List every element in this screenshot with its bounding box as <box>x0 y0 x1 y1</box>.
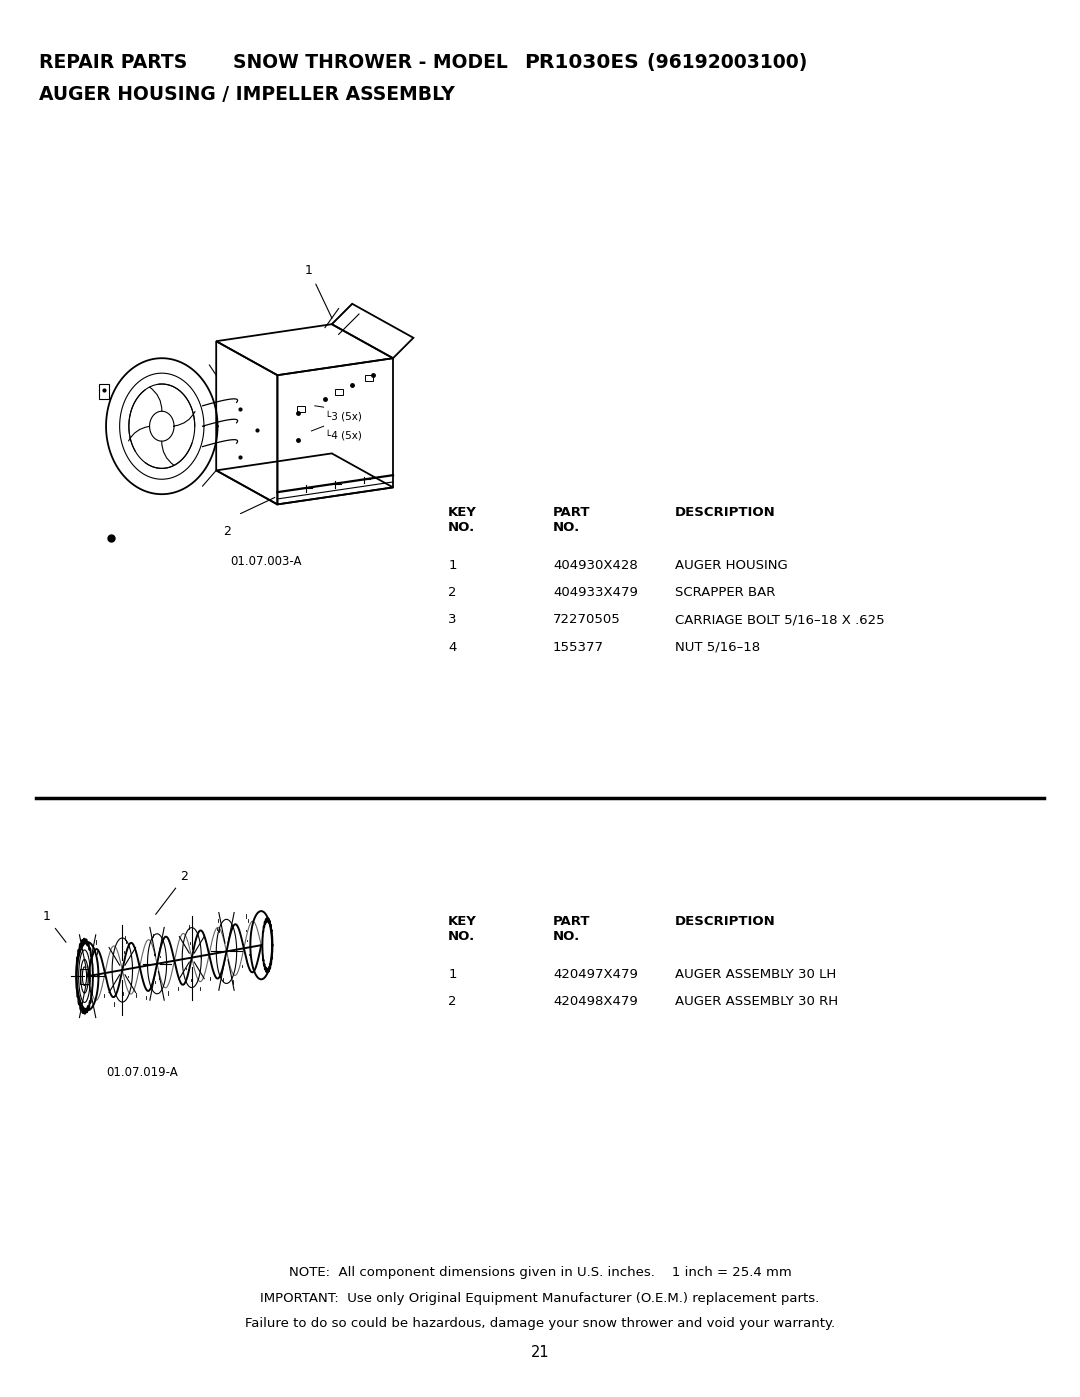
Bar <box>297 405 306 412</box>
Text: 1: 1 <box>448 559 457 571</box>
Text: KEY
NO.: KEY NO. <box>448 506 477 534</box>
Text: 01.07.003-A: 01.07.003-A <box>230 556 301 569</box>
Text: 1: 1 <box>448 968 457 981</box>
Text: 420498X479: 420498X479 <box>553 995 637 1009</box>
Text: SCRAPPER BAR: SCRAPPER BAR <box>675 587 775 599</box>
Text: PART
NO.: PART NO. <box>553 915 591 943</box>
Text: 21: 21 <box>530 1345 550 1361</box>
Text: DESCRIPTION: DESCRIPTION <box>675 506 775 518</box>
Text: NUT 5/16–18: NUT 5/16–18 <box>675 640 760 654</box>
Text: DESCRIPTION: DESCRIPTION <box>675 915 775 928</box>
Text: 420497X479: 420497X479 <box>553 968 638 981</box>
Text: 2: 2 <box>180 870 189 883</box>
Text: REPAIR PARTS: REPAIR PARTS <box>39 53 187 73</box>
Text: 1: 1 <box>42 911 51 923</box>
Text: PART
NO.: PART NO. <box>553 506 591 534</box>
Text: (96192003100): (96192003100) <box>634 53 807 73</box>
Bar <box>365 376 374 381</box>
Bar <box>335 388 342 395</box>
Text: 1: 1 <box>305 264 312 277</box>
Text: └4 (5x): └4 (5x) <box>325 430 362 440</box>
Bar <box>80 968 90 983</box>
Text: AUGER HOUSING: AUGER HOUSING <box>675 559 787 571</box>
Text: Failure to do so could be hazardous, damage your snow thrower and void your warr: Failure to do so could be hazardous, dam… <box>245 1317 835 1330</box>
Text: 2: 2 <box>448 587 457 599</box>
Text: NOTE:  All component dimensions given in U.S. inches.    1 inch = 25.4 mm: NOTE: All component dimensions given in … <box>288 1266 792 1278</box>
Text: 2: 2 <box>448 995 457 1009</box>
Text: └3 (5x): └3 (5x) <box>325 411 362 422</box>
Text: 01.07.019-A: 01.07.019-A <box>106 1066 178 1078</box>
Text: 404933X479: 404933X479 <box>553 587 638 599</box>
Text: 404930X428: 404930X428 <box>553 559 637 571</box>
Text: 2: 2 <box>222 525 231 538</box>
Text: IMPORTANT:  Use only Original Equipment Manufacturer (O.E.M.) replacement parts.: IMPORTANT: Use only Original Equipment M… <box>260 1292 820 1305</box>
Text: PR1030ES: PR1030ES <box>524 53 638 73</box>
Text: SNOW THROWER - MODEL: SNOW THROWER - MODEL <box>194 53 521 73</box>
Text: 4: 4 <box>448 640 457 654</box>
Text: CARRIAGE BOLT 5/16–18 X .625: CARRIAGE BOLT 5/16–18 X .625 <box>675 613 885 626</box>
Text: AUGER ASSEMBLY 30 LH: AUGER ASSEMBLY 30 LH <box>675 968 836 981</box>
Text: 3: 3 <box>448 613 457 626</box>
Text: AUGER ASSEMBLY 30 RH: AUGER ASSEMBLY 30 RH <box>675 995 838 1009</box>
Text: 72270505: 72270505 <box>553 613 621 626</box>
Text: 155377: 155377 <box>553 640 604 654</box>
Text: KEY
NO.: KEY NO. <box>448 915 477 943</box>
Text: AUGER HOUSING / IMPELLER ASSEMBLY: AUGER HOUSING / IMPELLER ASSEMBLY <box>39 85 455 105</box>
